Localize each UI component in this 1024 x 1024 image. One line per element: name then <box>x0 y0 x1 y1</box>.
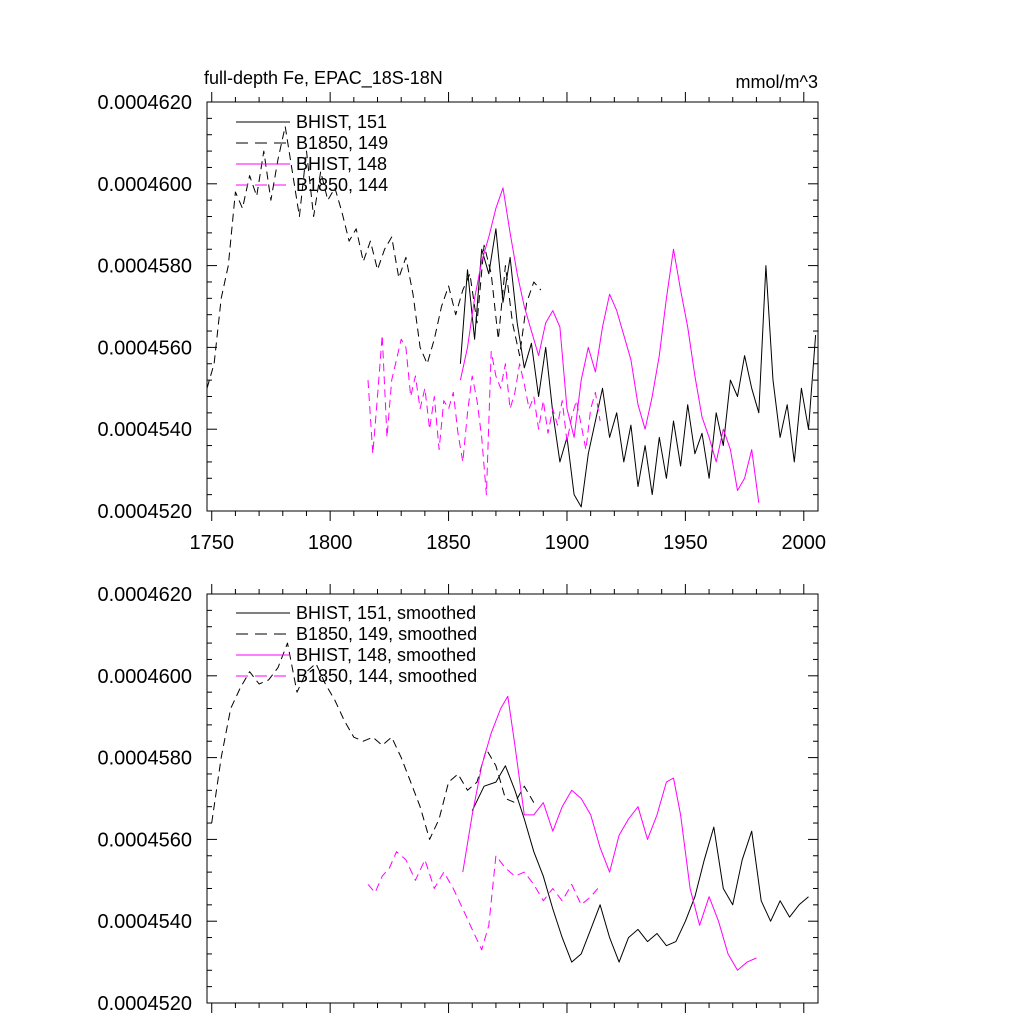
legend-label: B1850, 144 <box>296 175 388 195</box>
y-tick-label: 0.0004580 <box>97 256 192 278</box>
plot-frame <box>206 593 819 1004</box>
legend-label: BHIST, 151 <box>296 112 387 132</box>
series-line <box>462 695 757 971</box>
series-line <box>459 187 760 503</box>
legend-label: B1850, 144, smoothed <box>296 666 477 686</box>
x-tick-label: 1850 <box>426 532 471 554</box>
y-tick-label: 0.0004540 <box>97 911 192 933</box>
y-tick-label: 0.0004580 <box>97 748 192 770</box>
legend-label: B1850, 149, smoothed <box>296 624 477 644</box>
x-tick-label: 1900 <box>545 532 590 554</box>
y-tick-label: 0.0004620 <box>97 92 192 114</box>
legend-label: BHIST, 148, smoothed <box>296 645 476 665</box>
x-tick-label: 1800 <box>308 532 353 554</box>
x-tick-label: 1950 <box>663 532 708 554</box>
y-tick-label: 0.0004560 <box>97 337 192 359</box>
y-tick-label: 0.0004620 <box>97 584 192 606</box>
legend-label: BHIST, 148 <box>296 154 387 174</box>
top-panel: 1750 1800 1850 1900 1950 2000 0.0004520 0.00045… <box>97 92 826 554</box>
series-line <box>367 334 601 496</box>
series-line <box>471 765 809 963</box>
bottom-panel: 0.0004520 0.0004540 0.0004560 0.0004580 0.00… <box>97 584 819 1015</box>
legend-label: BHIST, 151, smoothed <box>296 603 476 623</box>
chart-title: full-depth Fe, EPAC_18S-18N <box>204 68 443 89</box>
series-line <box>211 642 535 840</box>
series-line <box>459 228 817 508</box>
x-tick-label: 1750 <box>189 532 234 554</box>
x-tick-label: 2000 <box>782 532 827 554</box>
chart-units: mmol/m^3 <box>736 72 818 92</box>
y-tick-label: 0.0004560 <box>97 829 192 851</box>
y-tick-label: 0.0004600 <box>97 666 192 688</box>
y-tick-label: 0.0004520 <box>97 993 192 1015</box>
y-tick-label: 0.0004600 <box>97 174 192 196</box>
y-tick-label: 0.0004520 <box>97 501 192 523</box>
legend-label: B1850, 149 <box>296 133 388 153</box>
plot-frame <box>206 101 819 512</box>
y-tick-label: 0.0004540 <box>97 419 192 441</box>
series-line <box>367 851 599 951</box>
